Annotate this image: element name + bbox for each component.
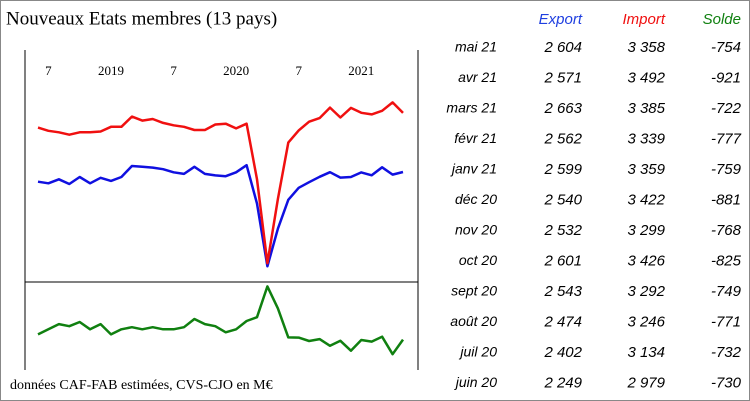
row-label: août 20 xyxy=(450,313,497,329)
table-cell: -759 xyxy=(711,161,742,178)
table-cell: -732 xyxy=(711,344,742,361)
series-line xyxy=(37,163,404,268)
table-cell: 3 385 xyxy=(627,100,665,117)
table-cell: -881 xyxy=(711,191,741,208)
x-tick-label: 2019 xyxy=(98,63,124,78)
table-cell: 3 292 xyxy=(627,283,665,300)
table-cell: 2 599 xyxy=(543,161,582,178)
row-label: déc 20 xyxy=(455,191,497,207)
x-tick-label: 7 xyxy=(170,63,177,78)
table-cell: -768 xyxy=(711,222,742,239)
title: Nouveaux Etats membres (13 pays) xyxy=(6,8,277,29)
table-cell: 2 663 xyxy=(543,100,582,117)
series-line xyxy=(37,101,404,265)
table-cell: 3 359 xyxy=(627,161,665,178)
table-cell: 3 339 xyxy=(627,130,665,147)
x-tick-label: 7 xyxy=(295,63,302,78)
row-label: févr 21 xyxy=(454,130,497,146)
table-cell: 2 571 xyxy=(543,69,582,86)
table-cell: 2 604 xyxy=(543,39,582,56)
table-cell: 3 299 xyxy=(627,222,665,239)
table-cell: 2 979 xyxy=(626,374,665,391)
table-cell: 2 601 xyxy=(543,252,582,269)
row-label: oct 20 xyxy=(459,252,497,268)
table-cell: -777 xyxy=(711,130,742,147)
table-cell: -825 xyxy=(711,252,742,269)
table-cell: -771 xyxy=(711,313,741,330)
x-tick-label: 2020 xyxy=(223,63,249,78)
table-cell: 2 474 xyxy=(543,313,582,330)
column-header: Export xyxy=(539,11,583,28)
row-label: mai 21 xyxy=(455,39,497,55)
table-cell: 3 358 xyxy=(627,39,665,56)
table-cell: -921 xyxy=(711,69,741,86)
x-tick-label: 7 xyxy=(45,63,52,78)
row-label: nov 20 xyxy=(455,222,497,238)
row-label: avr 21 xyxy=(458,69,497,85)
table-cell: -754 xyxy=(711,39,741,56)
table-cell: 3 422 xyxy=(627,191,665,208)
table-cell: -749 xyxy=(711,283,742,300)
table-cell: 2 402 xyxy=(543,344,582,361)
note: données CAF-FAB estimées, CVS-CJO en M€ xyxy=(10,378,273,393)
table-cell: 2 543 xyxy=(543,283,582,300)
table-cell: 3 246 xyxy=(627,313,665,330)
table-cell: 2 249 xyxy=(543,374,582,391)
row-label: juil 20 xyxy=(458,344,497,360)
column-header: Solde xyxy=(703,11,741,28)
table-cell: 2 532 xyxy=(543,222,582,239)
series-line xyxy=(37,285,405,356)
table-cell: -722 xyxy=(711,100,742,117)
row-label: mars 21 xyxy=(446,100,497,116)
table-cell: 2 540 xyxy=(543,191,582,208)
table-cell: 2 562 xyxy=(543,130,582,147)
table-cell: 3 134 xyxy=(627,344,665,361)
x-tick-label: 2021 xyxy=(348,63,374,78)
row-label: janv 21 xyxy=(450,161,497,177)
table-cell: 3 426 xyxy=(627,252,665,269)
row-label: sept 20 xyxy=(451,283,497,299)
row-label: juin 20 xyxy=(454,374,497,390)
table-cell: 3 492 xyxy=(627,69,665,86)
table-cell: -730 xyxy=(711,374,742,391)
column-header: Import xyxy=(622,11,665,28)
